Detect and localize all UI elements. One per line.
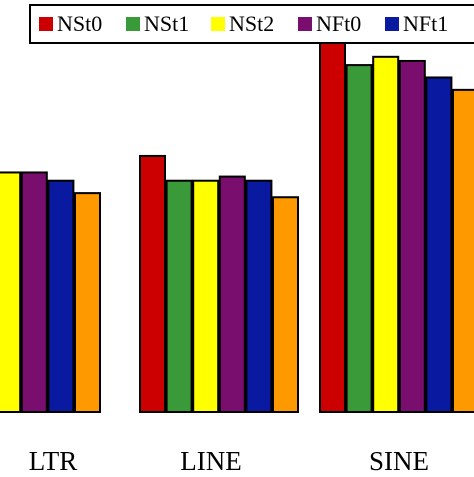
bar-sine-nft1 <box>425 76 453 413</box>
legend-label: NFt0 <box>316 11 362 36</box>
legend-item-nft1: NFt1 <box>385 6 448 42</box>
bar-ltr-nft1 <box>47 179 75 413</box>
legend-label: NSt1 <box>144 11 190 36</box>
legend-swatch <box>298 17 312 31</box>
legend-item-nst0: NSt0 <box>39 6 102 42</box>
bar-line-nst1 <box>165 179 193 413</box>
legend-swatch <box>211 17 225 31</box>
bar-ltr-nft0 <box>20 171 48 413</box>
x-tick-label-sine: SINE <box>369 446 429 476</box>
legend-swatch <box>39 17 53 31</box>
legend-item-nst1: NSt1 <box>126 6 189 42</box>
chart-legend: NSt0 NSt1 NSt2 NFt0 NFt1 <box>29 4 474 44</box>
bar-sine-nft0 <box>398 59 426 413</box>
bar-sine-nst1 <box>345 64 373 414</box>
bar-line-nst0 <box>139 154 166 413</box>
legend-swatch <box>126 17 140 31</box>
bar-sine-series-6 <box>452 88 474 414</box>
legend-item-nst2: NSt2 <box>211 6 274 42</box>
legend-label: NSt0 <box>57 11 103 36</box>
x-tick-label-ltr: LTR <box>28 446 78 476</box>
bar-line-series-6 <box>272 196 299 413</box>
legend-swatch <box>385 17 399 31</box>
bar-ltr-nst2 <box>0 171 22 413</box>
bar-line-nft0 <box>218 175 246 413</box>
legend-label: NFt1 <box>403 11 449 36</box>
legend-item-nft0: NFt0 <box>298 6 361 42</box>
x-tick-label-line: LINE <box>180 446 242 476</box>
bar-sine-nst2 <box>372 55 400 413</box>
bar-line-nst2 <box>192 179 220 413</box>
bar-ltr-series-6 <box>74 192 101 413</box>
bar-line-nft1 <box>245 179 273 413</box>
legend-label: NSt2 <box>229 11 275 36</box>
bar-sine-nst0 <box>319 22 346 414</box>
